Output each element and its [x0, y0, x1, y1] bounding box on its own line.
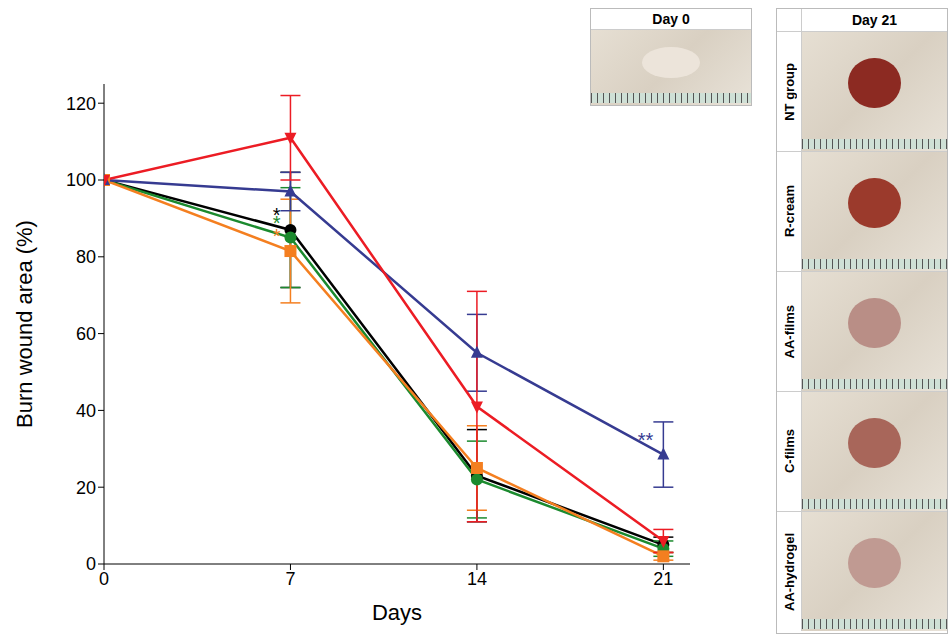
- svg-text:40: 40: [76, 401, 96, 421]
- svg-text:21: 21: [653, 569, 673, 589]
- svg-text:20: 20: [76, 478, 96, 498]
- html-text:R-cream: R-cream: [781, 185, 797, 238]
- svg-text:7: 7: [285, 569, 295, 589]
- svg-text:60: 60: [76, 324, 96, 344]
- svg-text:Days: Days: [372, 600, 422, 625]
- svg-text:*: *: [273, 225, 281, 247]
- html-text:NT group: NT group: [781, 62, 797, 121]
- html-text:AA-hydrogel: AA-hydrogel: [781, 532, 797, 611]
- svg-text:100: 100: [66, 170, 96, 190]
- html-text:C-films: C-films: [781, 429, 797, 474]
- svg-text:14: 14: [467, 569, 487, 589]
- html-text:Day 0: Day 0: [652, 11, 690, 27]
- html-text:Day 21: Day 21: [851, 12, 898, 28]
- svg-text:**: **: [638, 429, 654, 451]
- svg-text:0: 0: [99, 569, 109, 589]
- html-text:AA-films: AA-films: [781, 304, 797, 359]
- svg-text:120: 120: [66, 94, 96, 114]
- svg-text:80: 80: [76, 247, 96, 267]
- svg-text:0: 0: [86, 554, 96, 574]
- svg-text:Burn wound area (%): Burn wound area (%): [12, 220, 37, 428]
